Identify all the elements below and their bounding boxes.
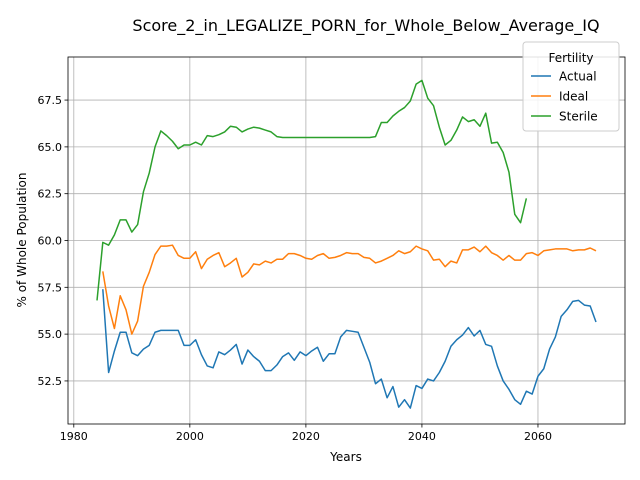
chart-title: Score_2_in_LEGALIZE_PORN_for_Whole_Below… (132, 16, 599, 36)
series-line-actual (102, 289, 597, 409)
legend: Fertility Actual Ideal Sterile (522, 41, 620, 132)
x-tick-label: 2020 (292, 430, 320, 443)
y-tick-label: 57.5 (38, 281, 63, 294)
legend-label-sterile: Sterile (559, 110, 598, 124)
y-axis-label: % of Whole Population (15, 173, 29, 308)
series-line-sterile (96, 79, 528, 301)
x-axis-ticks: 1980 2000 2020 2040 2060 (60, 424, 552, 443)
x-axis-label: Years (329, 450, 362, 464)
y-tick-label: 60.0 (38, 235, 63, 248)
x-tick-label: 1980 (60, 430, 88, 443)
gridlines (68, 57, 625, 424)
y-tick-label: 65.0 (38, 141, 63, 154)
y-tick-label: 67.5 (38, 94, 63, 107)
legend-items: Actual Ideal Sterile (531, 70, 598, 124)
series-line-ideal (102, 244, 597, 335)
x-tick-label: 2060 (524, 430, 552, 443)
legend-title: Fertility (548, 51, 593, 65)
x-tick-label: 2000 (176, 430, 204, 443)
y-tick-label: 52.5 (38, 375, 63, 388)
series-lines (96, 79, 597, 409)
y-tick-label: 55.0 (38, 328, 63, 341)
y-axis-ticks: 52.5 55.0 57.5 60.0 62.5 65.0 67.5 (38, 94, 68, 388)
legend-label-actual: Actual (559, 70, 597, 84)
legend-box (522, 41, 620, 132)
legend-label-ideal: Ideal (559, 90, 588, 104)
y-tick-label: 62.5 (38, 188, 63, 201)
x-tick-label: 2040 (408, 430, 436, 443)
